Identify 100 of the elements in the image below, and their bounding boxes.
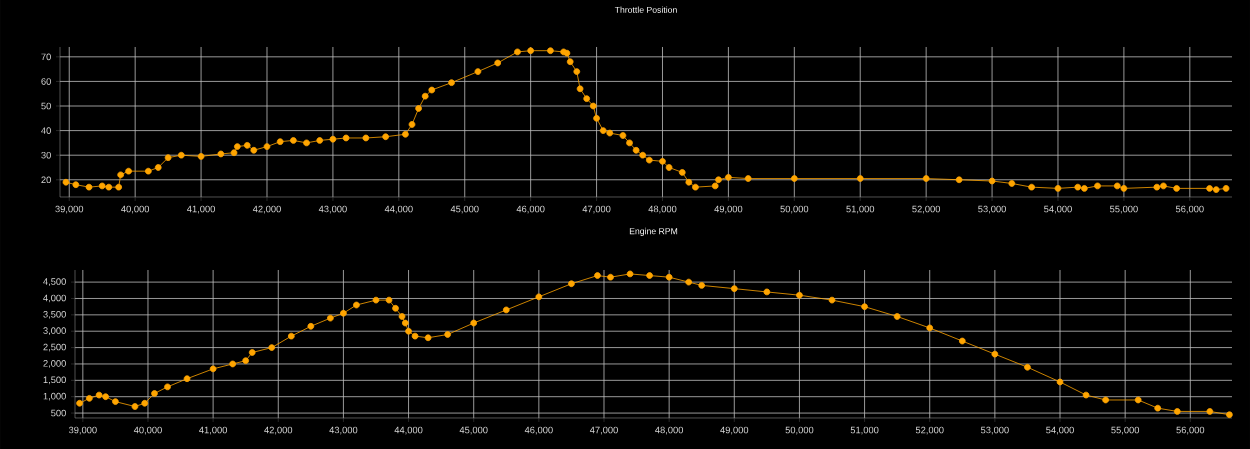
point — [340, 309, 347, 317]
x-tick-label: 44,000 — [384, 205, 413, 214]
y-tick-label: 500 — [51, 409, 66, 417]
x-tick-label: 56,000 — [1175, 205, 1204, 214]
point — [893, 313, 901, 320]
x-tick-label: 46,000 — [524, 426, 553, 435]
y-tick-label: 50 — [41, 102, 51, 110]
x-tick-label: 46,000 — [516, 205, 545, 214]
x-tick-label: 54,000 — [1044, 205, 1072, 214]
point — [424, 334, 432, 342]
point — [646, 272, 653, 279]
point — [1024, 363, 1031, 371]
x-tick-label: 52,000 — [912, 205, 941, 214]
point — [102, 393, 109, 401]
x-tick-label: 51,000 — [846, 205, 875, 214]
point — [685, 278, 693, 286]
point — [268, 344, 276, 351]
point — [991, 350, 999, 358]
point — [1102, 396, 1109, 404]
point — [209, 365, 217, 373]
point — [392, 304, 399, 312]
y-tick-label: 4,500 — [43, 278, 66, 286]
point — [665, 273, 673, 281]
point — [796, 291, 803, 299]
x-tick-label: 39,000 — [55, 205, 84, 214]
x-tick-label: 53,000 — [978, 205, 1006, 214]
x-tick-label: 43,000 — [329, 426, 358, 435]
point — [398, 313, 406, 320]
x-tick-label: 55,000 — [1110, 205, 1138, 214]
point — [926, 324, 934, 332]
chart-title: Throttle Position — [614, 6, 677, 13]
x-tick-label: 51,000 — [850, 426, 879, 435]
y-tick-label: 1,000 — [43, 392, 66, 401]
y-tick-label: 70 — [41, 53, 51, 61]
point — [1173, 408, 1181, 415]
y-tick-label: 30 — [41, 151, 51, 159]
x-tick-label: 42,000 — [264, 426, 293, 435]
y-tick-label: 60 — [41, 78, 51, 85]
point — [229, 360, 236, 368]
x-tick-label: 54,000 — [1046, 426, 1074, 435]
x-tick-label: 44,000 — [394, 426, 423, 435]
x-tick-label: 53,000 — [980, 426, 1009, 435]
x-tick-label: 50,000 — [785, 426, 814, 435]
y-tick-label: 20 — [41, 176, 51, 184]
point — [372, 296, 380, 304]
point — [470, 319, 478, 327]
point — [763, 288, 771, 296]
point — [385, 296, 393, 304]
point — [698, 282, 706, 289]
point — [568, 280, 575, 288]
point — [535, 293, 543, 301]
point — [861, 303, 868, 310]
point — [828, 296, 836, 304]
x-tick-label: 41,000 — [199, 426, 228, 435]
x-tick-label: 47,000 — [582, 205, 611, 214]
point — [112, 398, 119, 405]
point — [164, 383, 171, 391]
x-tick-label: 45,000 — [459, 426, 488, 435]
point — [1154, 404, 1162, 412]
point — [444, 331, 451, 338]
x-tick-label: 40,000 — [121, 205, 150, 214]
point — [1226, 411, 1233, 419]
x-tick-label: 45,000 — [450, 205, 479, 214]
x-tick-label: 42,000 — [252, 205, 281, 214]
point — [353, 301, 360, 309]
point — [248, 349, 256, 356]
point — [287, 332, 295, 340]
x-tick-label: 41,000 — [187, 205, 215, 214]
point — [183, 375, 191, 383]
point — [411, 332, 419, 340]
point — [76, 399, 83, 407]
x-tick-label: 52,000 — [915, 426, 944, 435]
y-tick-label: 2,500 — [43, 343, 66, 352]
x-tick-label: 50,000 — [780, 205, 809, 214]
point — [86, 395, 93, 402]
point — [151, 390, 158, 397]
y-tick-label: 1,500 — [43, 376, 66, 385]
point — [131, 403, 139, 410]
x-tick-label: 47,000 — [589, 426, 618, 435]
chart-title: Engine RPM — [629, 227, 678, 236]
point — [401, 319, 409, 327]
point — [958, 337, 966, 345]
point — [405, 327, 412, 335]
point — [95, 391, 103, 399]
point — [242, 357, 250, 365]
point — [1056, 378, 1064, 386]
x-tick-label: 48,000 — [655, 426, 684, 435]
point — [327, 314, 334, 322]
x-tick-label: 48,000 — [648, 205, 677, 214]
point — [502, 306, 510, 314]
point — [307, 322, 315, 330]
y-tick-label: 3,500 — [43, 311, 66, 319]
point — [1134, 396, 1142, 404]
point — [626, 270, 634, 278]
y-tick-label: 40 — [41, 127, 51, 134]
x-tick-label: 40,000 — [133, 426, 162, 435]
y-tick-label: 4,000 — [43, 294, 66, 303]
point — [1082, 391, 1090, 399]
x-tick-label: 55,000 — [1111, 426, 1140, 435]
point — [594, 272, 601, 279]
